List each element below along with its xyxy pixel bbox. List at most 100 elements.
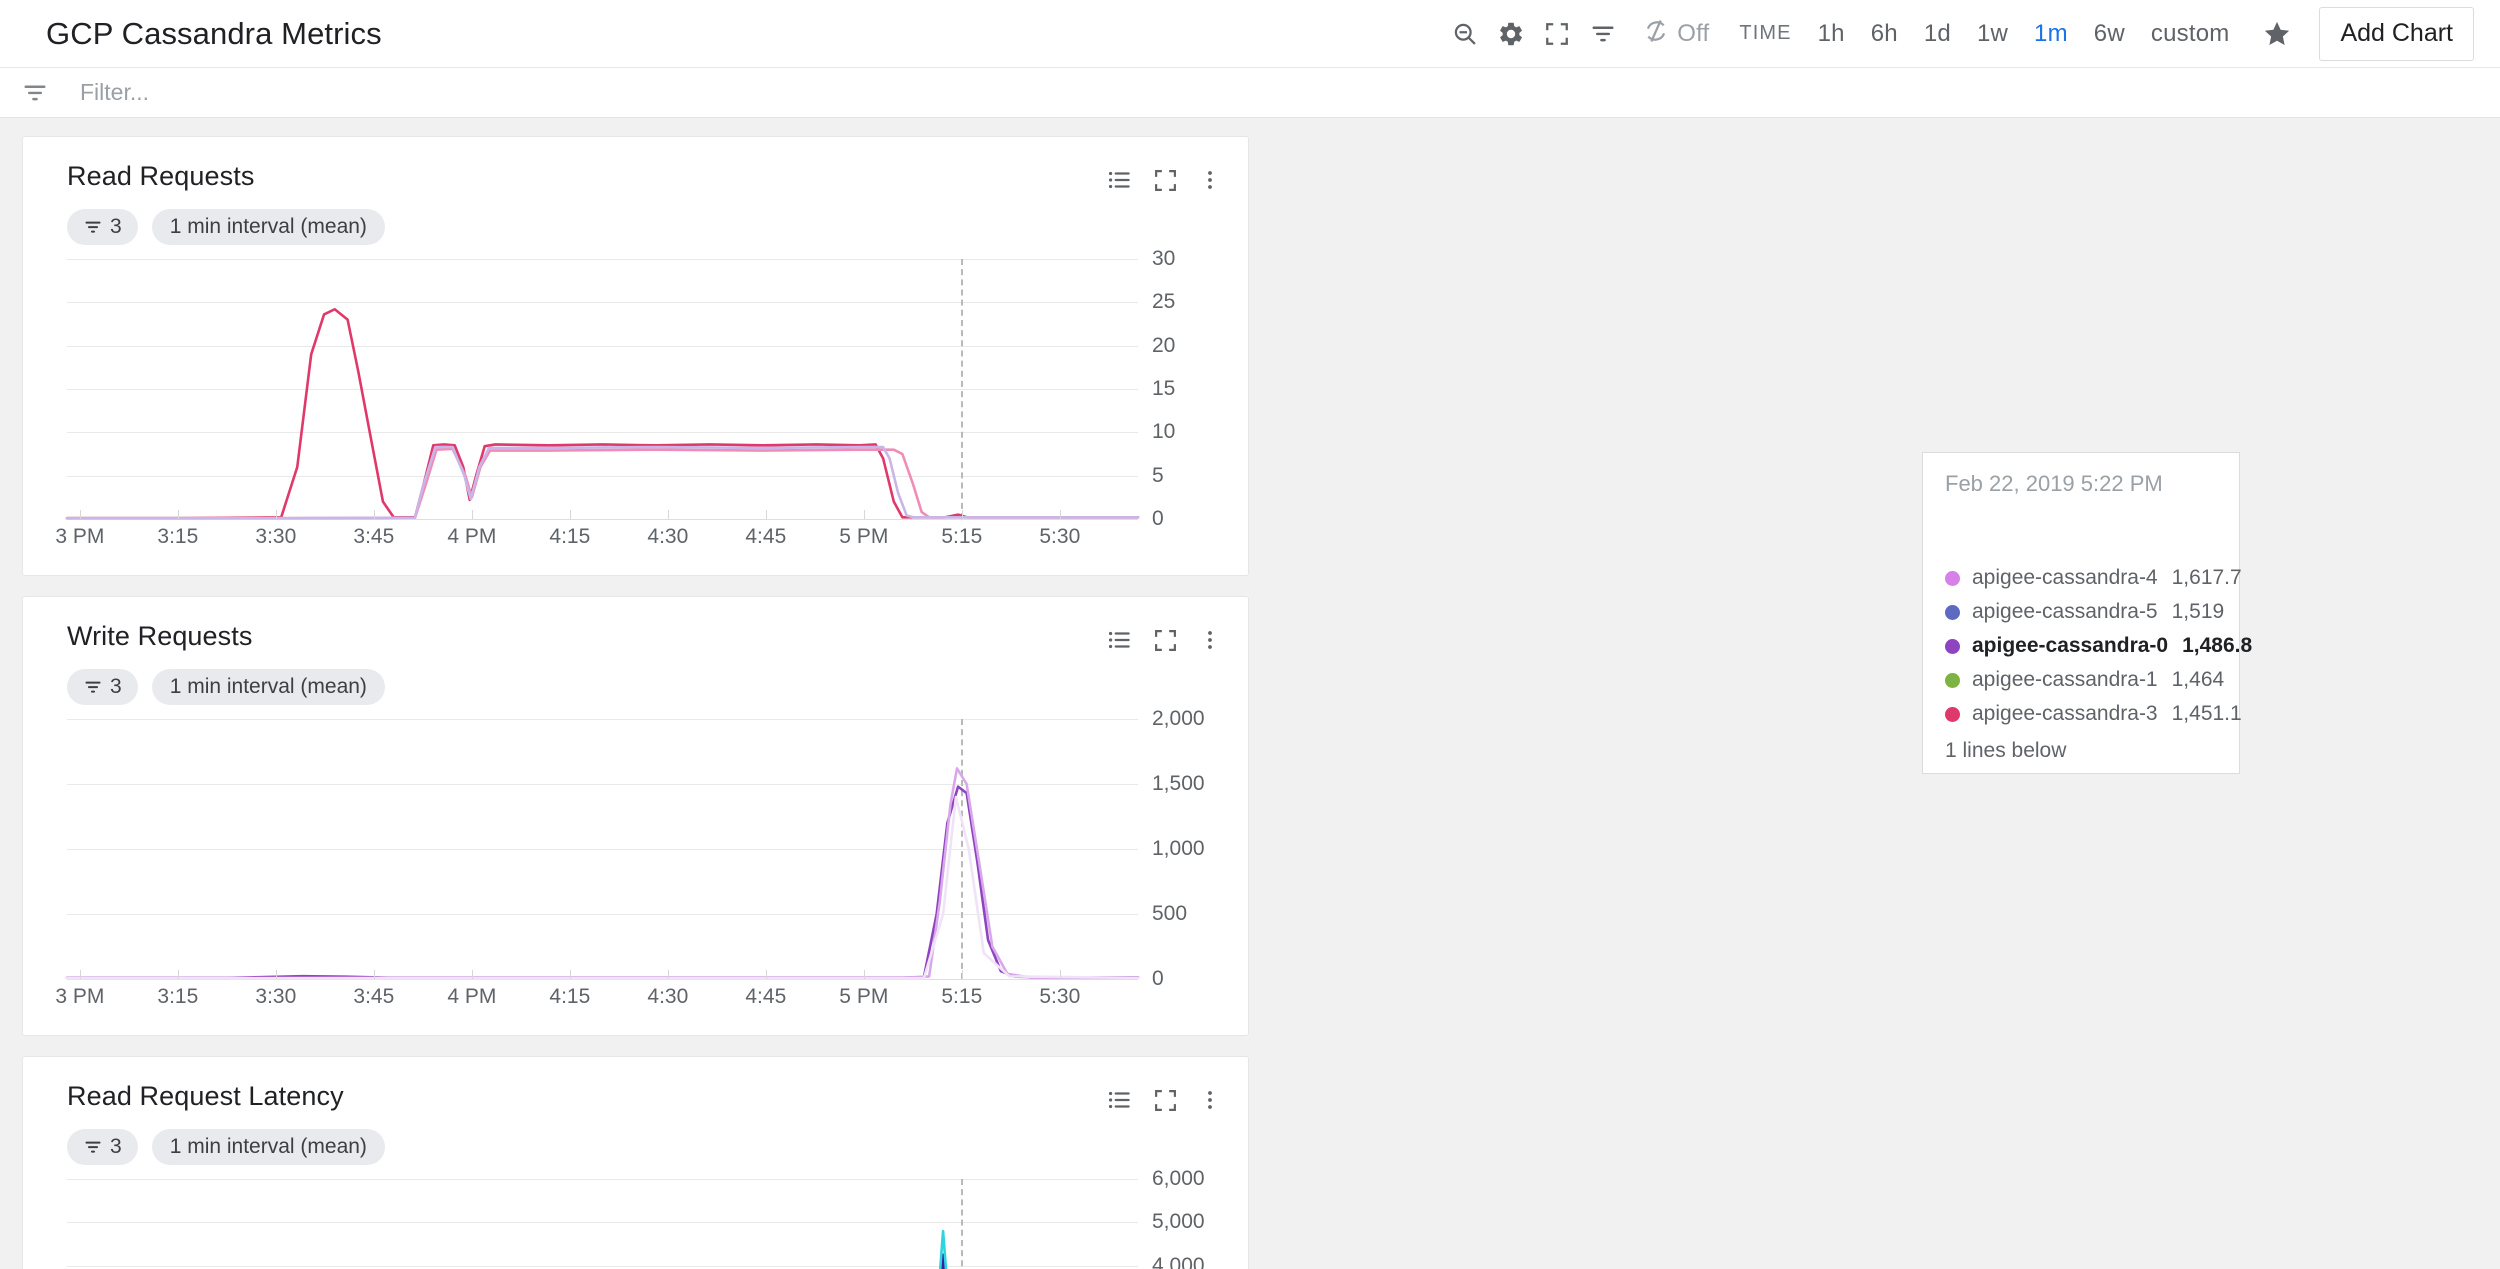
chart-title: Read Requests <box>67 161 255 191</box>
filter-icon[interactable] <box>12 70 58 116</box>
x-axis-tick-label: 4:30 <box>647 985 689 1008</box>
interval-chip[interactable]: 1 min interval (mean) <box>151 669 385 705</box>
y-axis-tick-label: 0 <box>1152 967 1164 990</box>
chip-label: 1 min interval (mean) <box>169 215 367 238</box>
x-axis-tick-label: 4:15 <box>549 985 591 1008</box>
range-1m[interactable]: 1m <box>2034 19 2068 47</box>
filter-input[interactable] <box>78 78 578 107</box>
series-count-chip[interactable]: 3 <box>67 209 138 245</box>
series-count-chip[interactable]: 3 <box>67 669 138 705</box>
chart-card-header: Write Requests <box>23 597 1248 653</box>
y-gridline: 0 <box>67 507 1164 530</box>
toolbar: Off TIME 1h 6h 1d 1w 1m 6w custom Add Ch… <box>1442 6 2474 61</box>
chart-chips: 3 1 min interval (mean) <box>23 653 1248 705</box>
series-count-icon <box>83 1137 103 1157</box>
tooltip-series-value: 1,617.7 <box>2171 566 2242 589</box>
range-6w[interactable]: 6w <box>2093 19 2125 47</box>
zoom-out-icon[interactable] <box>1442 11 1488 57</box>
series-line <box>67 309 1138 518</box>
x-tick-mark <box>373 510 375 519</box>
x-axis: 3 PM 3:15 3:30 3:45 4 PM 4:15 4:30 4:45 5 PM 5:15… <box>55 970 1138 1019</box>
tooltip-series-value: 1,451.1 <box>2171 702 2242 725</box>
series-line <box>67 447 1138 518</box>
x-tick-mark <box>667 510 669 519</box>
y-gridline: 15 <box>67 377 1175 400</box>
tooltip-series-value: 1,486.8 <box>2182 634 2253 657</box>
refresh-label: Off <box>1677 19 1710 47</box>
expand-icon[interactable] <box>1153 628 1178 653</box>
x-tick-mark <box>275 970 277 979</box>
legend-list-icon[interactable] <box>1107 167 1133 193</box>
fullscreen-icon[interactable] <box>1534 11 1580 57</box>
x-tick-mark <box>79 970 81 979</box>
range-1w[interactable]: 1w <box>1976 19 2009 47</box>
gear-icon[interactable] <box>1488 11 1534 57</box>
y-axis-tick-label: 10 <box>1152 420 1176 444</box>
y-axis-tick-label: 1,000 <box>1152 837 1205 860</box>
y-gridline: 1,000 <box>67 837 1205 860</box>
x-axis-tick-label: 4 PM <box>447 985 497 1008</box>
series-count-chip[interactable]: 3 <box>67 1129 138 1165</box>
legend-list-icon[interactable] <box>1107 1087 1133 1113</box>
x-axis-tick-label: 3:15 <box>157 985 199 1008</box>
more-vert-icon[interactable] <box>1198 628 1222 652</box>
x-axis-tick-label: 3 PM <box>55 985 105 1008</box>
star-icon[interactable] <box>2257 14 2297 54</box>
interval-chip[interactable]: 1 min interval (mean) <box>151 209 385 245</box>
expand-icon[interactable] <box>1153 168 1178 193</box>
page-title: GCP Cassandra Metrics <box>46 15 382 51</box>
y-gridline: 4,000 <box>67 1254 1205 1269</box>
plot-area[interactable]: 0 500 1,000 1,500 2,000 3 PM 3:15 3:30 3:45 4 PM 4… <box>23 707 1248 1019</box>
tooltip-series-name: apigee-cassandra-0 <box>1972 634 2169 657</box>
x-axis-tick-label: 3:30 <box>255 525 297 548</box>
more-vert-icon[interactable] <box>1198 1088 1222 1112</box>
tooltip-row: apigee-cassandra-0 1,486.8 <box>1923 629 2252 663</box>
y-axis-tick-label: 0 <box>1152 507 1164 530</box>
range-1h[interactable]: 1h <box>1817 19 1845 47</box>
series-layer <box>67 259 1138 519</box>
expand-icon[interactable] <box>1153 1088 1178 1113</box>
tooltip-row: apigee-cassandra-4 1,617.7 <box>1923 561 2242 595</box>
range-custom[interactable]: custom <box>2150 19 2230 47</box>
x-axis-tick-label: 5 PM <box>839 985 889 1008</box>
tooltip-row: apigee-cassandra-1 1,464 <box>1923 663 2239 697</box>
y-axis-tick-label: 5 <box>1152 463 1164 487</box>
legend-list-icon[interactable] <box>1107 627 1133 653</box>
tooltip-more-label: 1 lines below <box>1945 739 2067 762</box>
range-1d[interactable]: 1d <box>1923 19 1951 47</box>
interval-chip[interactable]: 1 min interval (mean) <box>151 1129 385 1165</box>
x-axis-tick-label: 3 PM <box>55 525 105 548</box>
auto-refresh-toggle[interactable]: Off <box>1642 17 1709 50</box>
y-axis-tick-label: 4,000 <box>1152 1253 1205 1269</box>
y-axis-tick-label: 5,000 <box>1152 1210 1205 1234</box>
series-count-icon <box>83 217 103 237</box>
y-axis-tick-label: 15 <box>1152 377 1176 400</box>
series-color-dot <box>1945 706 1960 722</box>
range-6h[interactable]: 6h <box>1870 19 1898 47</box>
cursor-line <box>961 719 964 979</box>
y-axis-tick-label: 30 <box>1152 247 1176 270</box>
x-tick-mark <box>177 970 179 979</box>
y-gridline: 10 <box>67 420 1175 443</box>
series-line <box>67 1255 1138 1269</box>
series-line <box>67 797 1138 978</box>
chart-chips: 3 1 min interval (mean) <box>23 193 1248 245</box>
tooltip-rows: apigee-cassandra-4 1,617.7 apigee-cassandr… <box>1923 561 2252 731</box>
x-tick-mark <box>471 970 473 979</box>
x-tick-mark <box>569 970 571 979</box>
y-gridline: 6,000 <box>67 1167 1205 1190</box>
more-vert-icon[interactable] <box>1198 168 1222 192</box>
add-chart-button[interactable]: Add Chart <box>2319 6 2474 61</box>
y-gridline: 2,000 <box>67 707 1205 730</box>
y-gridline: 30 <box>67 247 1175 270</box>
filter-icon[interactable] <box>1580 11 1626 57</box>
x-tick-mark <box>667 970 669 979</box>
plot-canvas: 0 5 10 15 20 25 30 <box>67 247 1175 530</box>
x-axis-tick-label: 3:15 <box>157 525 199 548</box>
plot-area[interactable]: 0 5 10 15 20 25 30 3 PM 3:15 3:30 3:45 4 PM 4:15 4:30… <box>23 247 1248 559</box>
series-line <box>67 787 1138 978</box>
y-gridline: 5,000 <box>67 1210 1205 1233</box>
x-axis-tick-label: 3:30 <box>255 985 297 1008</box>
